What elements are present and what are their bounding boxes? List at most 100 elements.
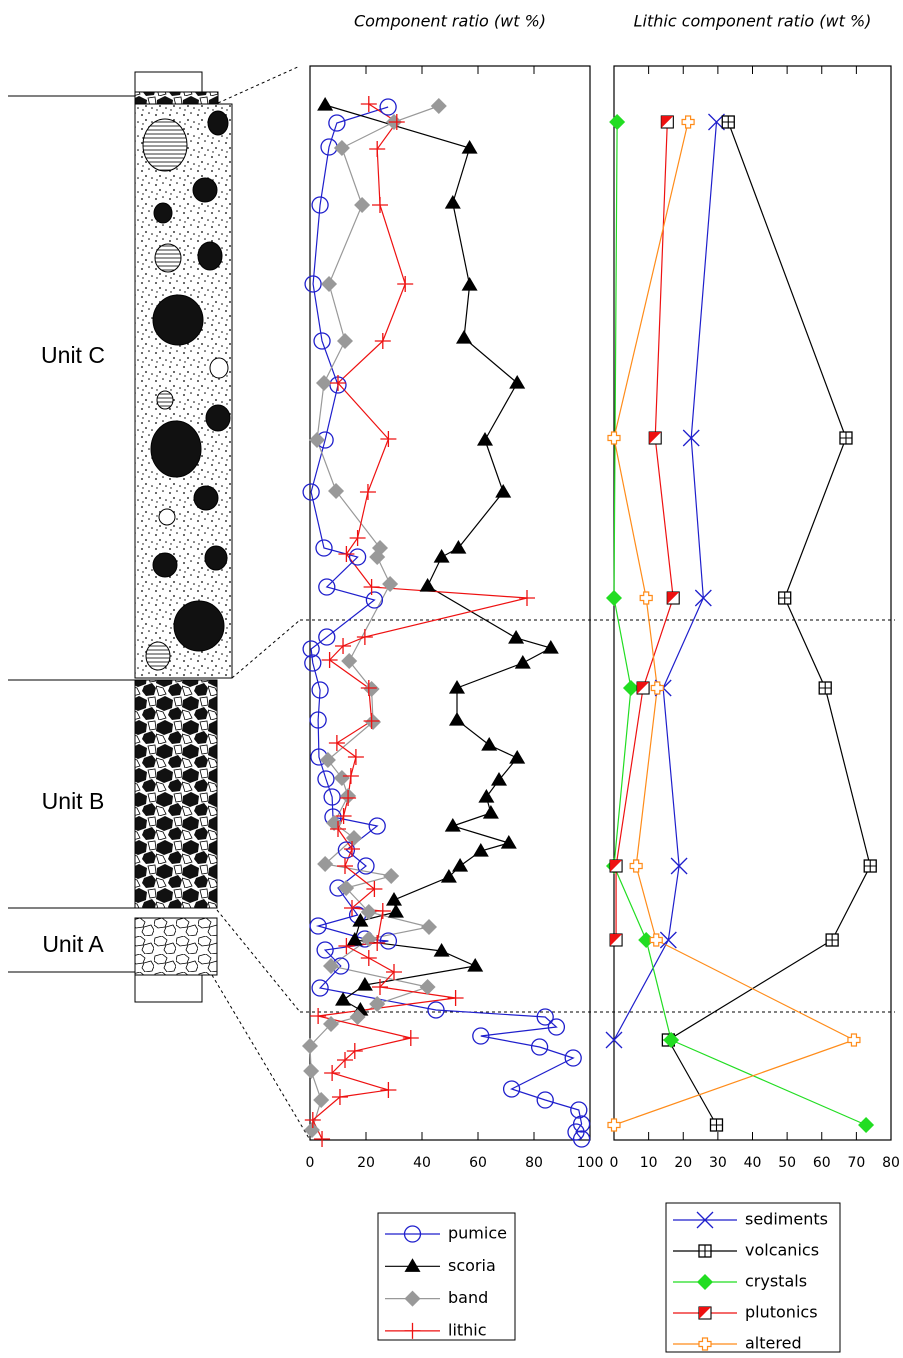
marker-shape [609,114,625,130]
marker-shape [630,860,642,872]
marker [450,540,466,554]
marker-shape [340,790,356,806]
marker [667,592,679,604]
marker [864,860,876,872]
marker-shape [364,713,380,729]
marker [661,116,673,128]
marker [610,860,622,872]
legend-marker [699,1307,711,1319]
marker-shape [445,195,461,209]
marker [456,330,472,344]
marker [477,432,493,446]
marker-shape [450,540,466,554]
unit-label: Unit C [41,342,105,368]
marker [608,1119,620,1131]
marker [651,682,663,694]
x-tick-label: 0 [306,1155,315,1171]
marker [334,770,350,786]
marker [354,197,370,213]
marker [840,432,852,444]
marker [350,530,366,546]
marker [361,950,377,966]
marker [337,333,353,349]
marker-shape [483,805,499,819]
marker-shape [344,900,360,916]
marker [606,590,622,606]
marker [341,653,357,669]
marker [483,805,499,819]
x-tick-label: 100 [577,1155,604,1171]
marker-shape [448,990,464,1006]
marker-shape [386,892,402,906]
marker [495,484,511,498]
unit-label: Unit B [42,788,105,814]
legend-label: volcanics [745,1241,819,1260]
legend-marker [699,1245,711,1257]
series-line [313,104,527,1139]
strat-column [8,66,310,1140]
marker-shape [337,333,353,349]
marker [310,1008,326,1024]
x-tick-label: 0 [610,1155,619,1171]
marker-shape [481,737,497,751]
marker [348,749,364,765]
legend-label: plutonics [745,1303,818,1322]
legend-label: sediments [745,1210,828,1229]
marker-shape [640,592,652,604]
series-line [311,107,581,1139]
marker-shape [445,818,461,832]
x-tick-label: 40 [413,1155,431,1171]
marker [445,818,461,832]
marker-shape [509,375,525,389]
marker-shape [316,375,332,391]
marker-shape [452,858,468,872]
chart-title: Component ratio (wt %) [354,12,546,31]
legend-label: altered [745,1334,802,1353]
marker-shape [329,735,345,751]
series-line [616,122,673,940]
chart-title: Lithic component ratio (wt %) [634,12,872,31]
marker [397,276,413,292]
marker [421,919,437,935]
marker-shape [848,1034,860,1046]
marker [364,681,380,697]
unit-label: Unit A [42,931,104,957]
marker-shape [608,1119,620,1131]
column-base [135,975,202,1002]
marker [722,116,734,128]
marker-shape [651,682,663,694]
marker-shape [334,770,350,786]
marker [386,892,402,906]
marker [323,958,339,974]
marker-shape [369,141,385,157]
marker [519,590,535,606]
marker-shape [360,484,376,500]
x-tick-label: 80 [882,1155,900,1171]
marker [365,714,381,730]
marker-shape [344,841,360,857]
marker-shape [303,1063,319,1079]
marker [710,1119,722,1131]
marker [337,858,353,874]
x-tick-label: 70 [847,1155,865,1171]
marker [449,712,465,726]
marker [449,680,465,694]
marker [321,276,337,292]
marker [858,1117,874,1133]
marker [826,934,838,946]
marker [303,1063,319,1079]
marker-shape [420,578,436,592]
marker [610,934,622,946]
marker [335,992,351,1006]
marker-shape [365,714,381,730]
marker-shape [434,549,450,563]
x-tick-label: 80 [525,1155,543,1171]
marker [445,195,461,209]
series-line [668,122,870,1125]
marker [403,1030,419,1046]
marker [462,277,478,291]
legend-label: band [448,1288,488,1307]
marker-shape [380,1082,396,1098]
marker [848,1034,860,1046]
marker-shape [478,789,494,803]
